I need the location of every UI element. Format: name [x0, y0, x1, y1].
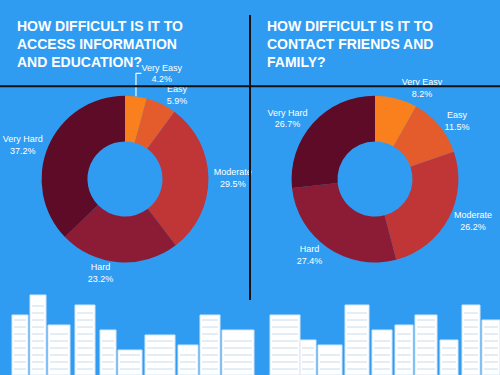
svg-text:Hard27.4%: Hard27.4% — [297, 244, 323, 266]
svg-text:Very Easy8.2%: Very Easy8.2% — [402, 77, 443, 99]
svg-text:HOW DIFFICULT IS IT TOCONTACT: HOW DIFFICULT IS IT TOCONTACT FRIENDS AN… — [267, 18, 433, 70]
svg-text:Very Easy4.2%: Very Easy4.2% — [141, 63, 182, 85]
svg-text:HOW DIFFICULT IS IT TOACCESS I: HOW DIFFICULT IS IT TOACCESS INFORMATION… — [17, 18, 183, 70]
svg-text:Moderate26.2%: Moderate26.2% — [454, 210, 492, 232]
svg-text:Easy11.5%: Easy11.5% — [445, 110, 470, 132]
svg-text:Hard23.2%: Hard23.2% — [88, 262, 114, 284]
svg-text:Easy5.9%: Easy5.9% — [167, 84, 188, 106]
svg-text:Moderate29.5%: Moderate29.5% — [214, 167, 252, 189]
svg-text:Very Hard26.7%: Very Hard26.7% — [267, 108, 307, 130]
svg-text:Very Hard37.2%: Very Hard37.2% — [3, 134, 43, 156]
